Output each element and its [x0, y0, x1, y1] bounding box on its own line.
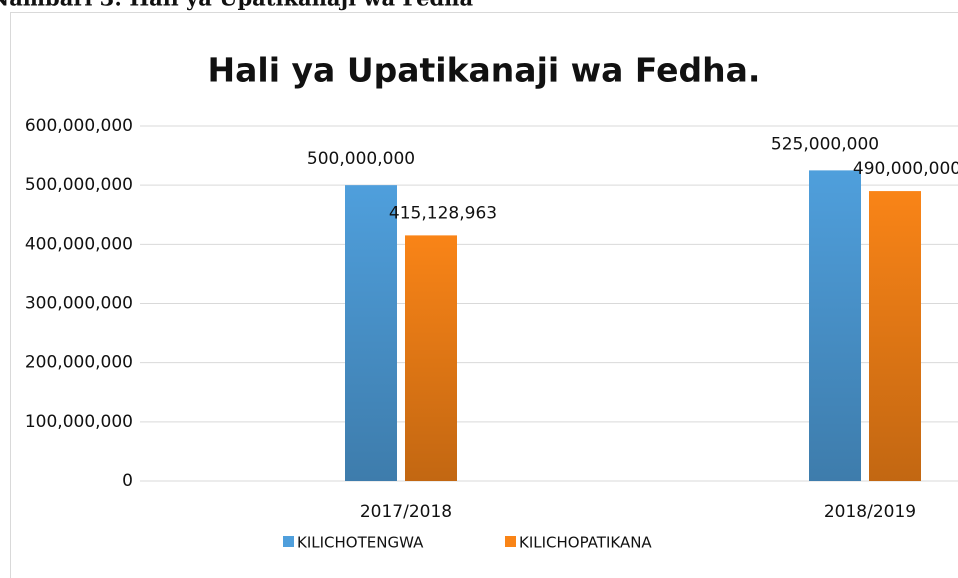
- y-tick-label: 200,000,000: [25, 353, 133, 373]
- chart-frame: [10, 12, 958, 578]
- y-tick-label: 400,000,000: [25, 234, 133, 254]
- bar-shade: [345, 185, 397, 481]
- legend-label: KILICHOTENGWA: [297, 534, 424, 552]
- x-tick-label: 2018/2019: [824, 502, 916, 522]
- caption: Nambari 3: Hali ya Upatikanaji wa Fedha: [0, 0, 473, 11]
- bar-shade: [405, 235, 457, 481]
- y-tick-label: 600,000,000: [25, 116, 133, 136]
- y-tick-label: 0: [122, 471, 133, 491]
- y-tick-label: 500,000,000: [25, 175, 133, 195]
- bar-shade: [869, 191, 921, 482]
- data-label: 415,128,963: [389, 203, 497, 223]
- data-label: 525,000,000: [771, 134, 879, 154]
- y-tick-label: 300,000,000: [25, 294, 133, 314]
- legend-swatch: [505, 536, 516, 547]
- data-label: 490,000,000: [853, 159, 958, 179]
- data-label: 500,000,000: [307, 149, 415, 169]
- x-tick-label: 2017/2018: [360, 502, 452, 522]
- legend-label: KILICHOPATIKANA: [519, 534, 652, 552]
- bar-shade: [809, 170, 861, 481]
- legend-swatch: [283, 536, 294, 547]
- chart-title: Hali ya Upatikanaji wa Fedha.: [208, 51, 761, 90]
- y-tick-label: 100,000,000: [25, 412, 133, 432]
